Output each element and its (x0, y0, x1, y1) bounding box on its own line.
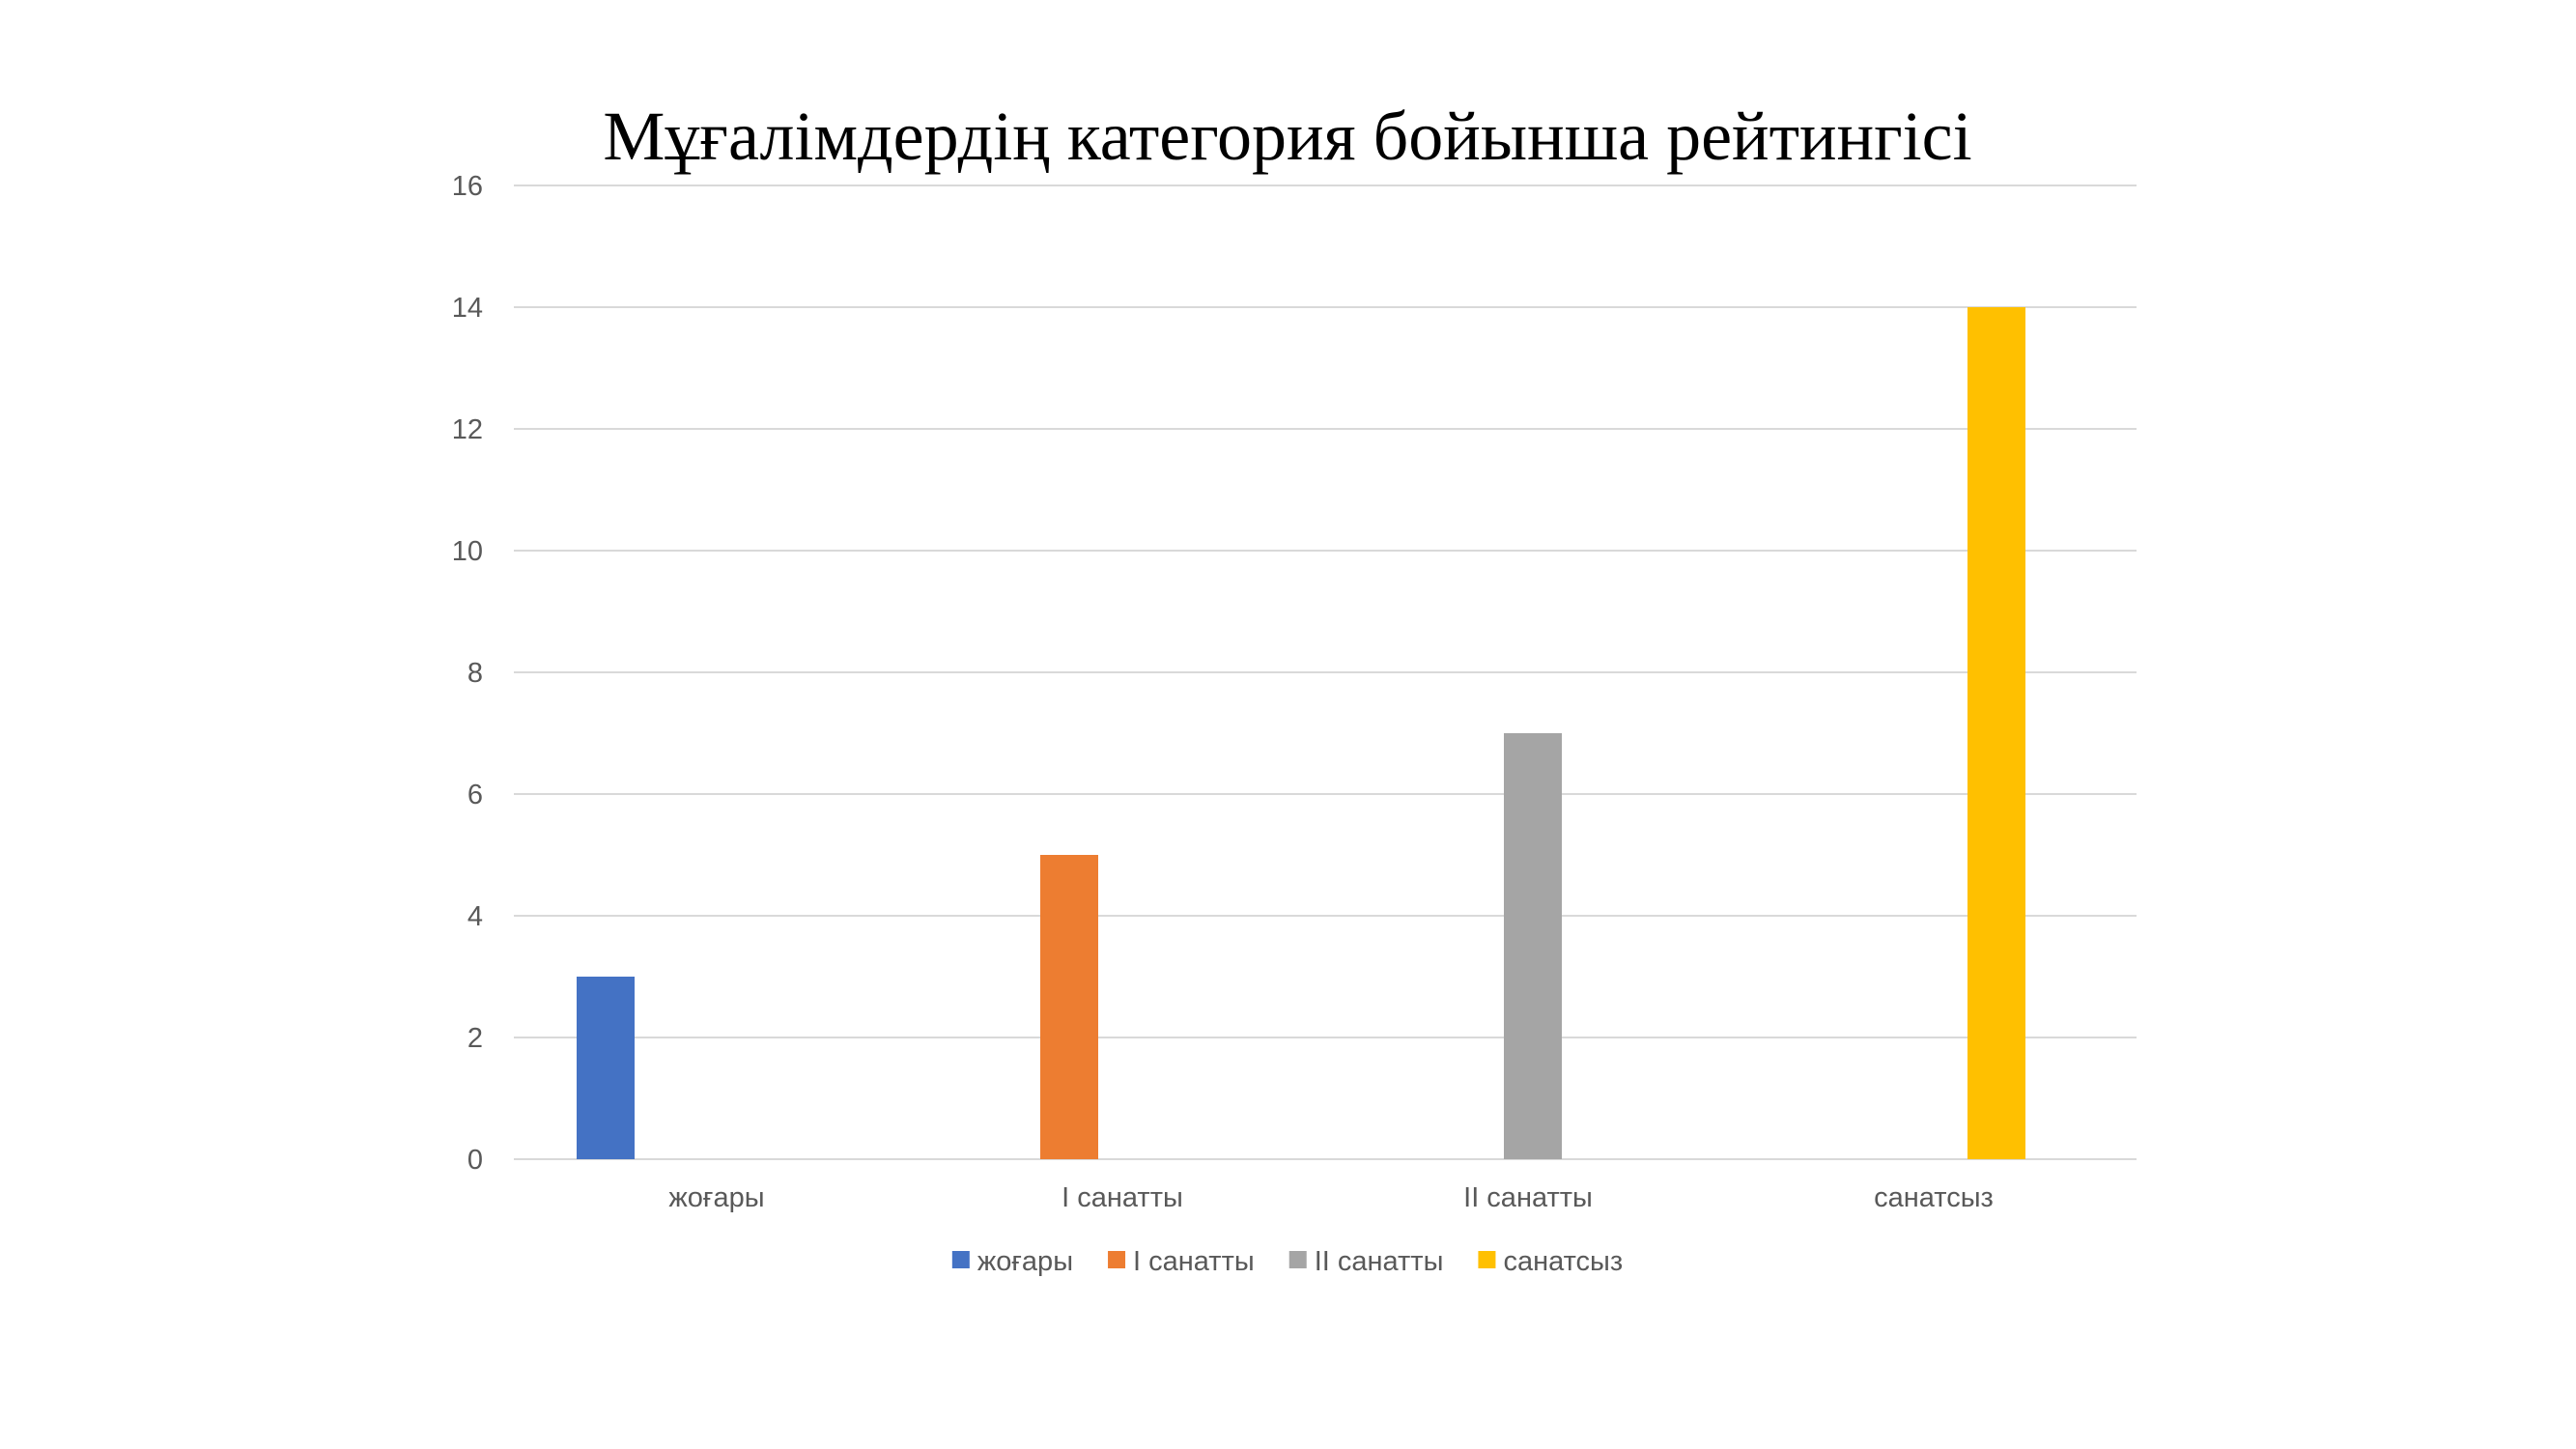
y-tick-label: 6 (467, 780, 483, 810)
legend-label: санатсыз (1503, 1246, 1623, 1277)
bar-3 (1504, 733, 1562, 1159)
legend-label: жоғары (977, 1246, 1073, 1277)
x-category-label: санатсыз (1874, 1182, 1994, 1213)
bar-2 (1040, 855, 1098, 1159)
y-tick-label: 8 (467, 658, 483, 689)
chart-title: Мұғалімдердің категория бойынша рейтингі… (603, 98, 1971, 175)
bars (577, 307, 2025, 1159)
y-tick-label: 14 (452, 293, 483, 324)
x-axis: жоғары І санатты ІІ санатты санатсыз (668, 1182, 1993, 1213)
legend-swatch (951, 1251, 970, 1268)
y-tick-label: 0 (467, 1145, 483, 1176)
gridlines (514, 185, 2137, 1160)
y-tick-label: 16 (452, 171, 483, 202)
bar-1 (577, 977, 635, 1159)
legend-label: І санатты (1133, 1246, 1255, 1277)
legend-swatch (1478, 1251, 1496, 1268)
x-category-label: ІІ санатты (1463, 1182, 1593, 1213)
x-category-label: жоғары (668, 1182, 764, 1213)
legend-swatch (1288, 1251, 1307, 1268)
y-tick-label: 10 (452, 536, 483, 567)
y-axis: 0 2 4 6 8 10 12 14 16 (452, 171, 483, 1176)
y-tick-label: 12 (452, 414, 483, 445)
x-category-label: І санатты (1062, 1182, 1183, 1213)
y-tick-label: 4 (467, 901, 483, 932)
bar-4 (1967, 307, 2025, 1159)
legend-label: ІІ санатты (1315, 1246, 1444, 1277)
y-tick-label: 2 (467, 1023, 483, 1054)
legend: жоғары І санатты ІІ санатты санатсыз (951, 1246, 1623, 1277)
legend-swatch (1108, 1251, 1126, 1268)
